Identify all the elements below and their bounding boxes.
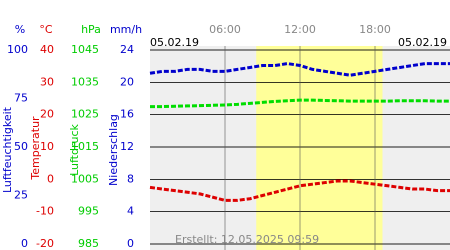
y-tick-label: 1025 <box>71 108 99 121</box>
x-tick-label: 18:00 <box>359 23 391 36</box>
series-line <box>150 98 450 109</box>
y-tick-label: 50 <box>14 140 28 153</box>
axis-label: Luftfeuchtigkeit <box>1 106 14 193</box>
y-tick-label: 10 <box>40 140 54 153</box>
series-line <box>149 62 450 77</box>
y-tick-label: 1035 <box>71 75 99 88</box>
axis-unit: hPa <box>81 23 101 36</box>
y-tick-label: 20 <box>120 75 134 88</box>
y-tick-label: -20 <box>36 237 54 250</box>
x-tick-label: 12:00 <box>284 23 316 36</box>
y-tick-label: 24 <box>120 43 134 56</box>
axis-label: Temperatur <box>29 116 42 181</box>
y-tick-label: 20 <box>40 108 54 121</box>
y-tick-label: 16 <box>120 108 134 121</box>
y-tick-label: 4 <box>127 205 134 218</box>
y-tick-label: 25 <box>14 189 28 202</box>
axis-label: Niederschlag <box>107 114 120 186</box>
daylight-band <box>256 46 383 250</box>
y-tick-label: 1015 <box>71 140 99 153</box>
axis-unit: mm/h <box>110 23 142 36</box>
y-tick-label: 985 <box>78 237 99 250</box>
y-tick-label: 1045 <box>71 43 99 56</box>
y-tick-label: 995 <box>78 205 99 218</box>
y-tick-label: 75 <box>14 92 28 105</box>
y-tick-label: 1005 <box>71 172 99 185</box>
created-note: Erstellt: 12.05.2025 09:59 <box>175 233 319 246</box>
y-tick-label: 12 <box>120 140 134 153</box>
y-tick-label: -10 <box>36 205 54 218</box>
y-tick-label: 30 <box>40 75 54 88</box>
start-date: 05.02.19 <box>150 36 199 49</box>
y-tick-label: 40 <box>40 43 54 56</box>
axis-unit: °C <box>39 23 53 36</box>
axis-unit: % <box>15 23 25 36</box>
end-date: 05.02.19 <box>398 36 447 49</box>
y-tick-label: 0 <box>21 237 28 250</box>
axis-label: Luftdruck <box>68 123 81 175</box>
series-line <box>149 179 450 202</box>
y-tick-label: 100 <box>7 43 28 56</box>
x-tick-label: 06:00 <box>209 23 241 36</box>
y-tick-label: 0 <box>47 172 54 185</box>
y-tick-label: 0 <box>127 237 134 250</box>
y-tick-label: 8 <box>127 172 134 185</box>
